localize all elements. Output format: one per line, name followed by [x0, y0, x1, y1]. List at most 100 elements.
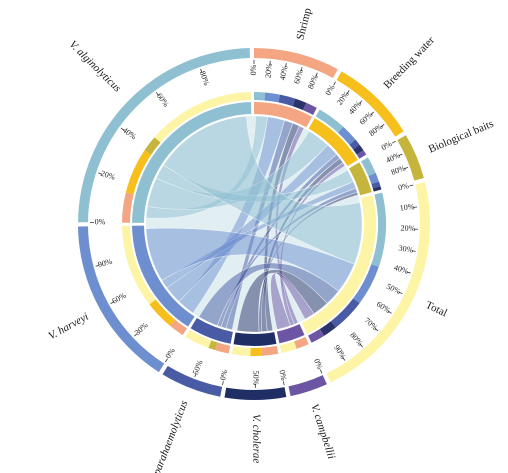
- outer-arc-breeding_water: [336, 71, 404, 137]
- tick-label-total-5: 50%: [385, 282, 402, 297]
- tick-mark-total-9: [342, 356, 346, 361]
- band-v_campbellii-1: [279, 341, 297, 354]
- tick-mark-v_harveyi-3: [95, 264, 100, 267]
- inner-arc-v_harveyi: [132, 225, 195, 327]
- band-biological_baits-1: [368, 172, 379, 185]
- tick-label-v_campbellii-0: 0%: [312, 357, 325, 371]
- tick-mark-shrimp-3: [300, 67, 303, 72]
- segment-label-v_campbellii: V. campbellii: [308, 402, 337, 460]
- tick-label-shrimp-4: 80%: [306, 73, 320, 90]
- band-biological_baits-2: [371, 181, 381, 189]
- band-breeding_water-3: [353, 144, 364, 155]
- tick-label-v_harveyi-1: 30%: [133, 320, 150, 337]
- tick-label-total-9: 90%: [332, 343, 348, 360]
- tick-label-v_harveyi-2: 60%: [110, 291, 127, 306]
- tick-label-shrimp-2: 40%: [278, 64, 290, 80]
- tick-mark-v_harveyi-2: [110, 301, 115, 304]
- tick-mark-v_harveyi-1: [134, 333, 138, 337]
- tick-mark-biological_baits-2: [404, 166, 409, 170]
- tick-label-total-8: 80%: [348, 331, 365, 348]
- tick-mark-total-0: [409, 184, 414, 187]
- tick-label-shrimp-0: 0%: [249, 64, 258, 75]
- inner-ring: [132, 102, 376, 346]
- tick-mark-breeding_water-0: [333, 81, 336, 86]
- segment-label-v_alginolyticus: V. alginolyticus: [67, 39, 124, 95]
- band-total-3: [319, 321, 336, 336]
- tick-label-v_alginolyticus-0: 0%: [95, 217, 106, 226]
- tick-label-v_alginolyticus-1: 20%: [100, 169, 117, 182]
- tick-label-total-2: 20%: [400, 224, 415, 233]
- tick-label-total-4: 40%: [393, 263, 410, 276]
- band-v_cholerae-1: [250, 347, 263, 356]
- inner-arc-breeding_water: [308, 118, 358, 167]
- band-shrimp-4: [303, 102, 317, 115]
- tick-label-v_harveyi-3: 90%: [97, 257, 114, 270]
- band-shrimp-3: [292, 98, 307, 111]
- band-v_alginolyticus-3: [154, 92, 251, 143]
- inner-arc-biological_baits: [348, 162, 372, 196]
- inner-arc-v_parahaemolyticus: [190, 317, 233, 344]
- band-v_alginolyticus-1: [125, 150, 152, 195]
- outer-ring: [78, 48, 431, 401]
- outer-arc-v_cholerae: [224, 387, 287, 401]
- band-v_parahaemolyticus-2: [185, 329, 212, 348]
- tick-label-breeding_water-4: 80%: [367, 122, 384, 138]
- tick-mark-v_parahaemolyticus-1: [194, 373, 197, 378]
- band-shrimp-0: [254, 92, 266, 101]
- tick-label-total-0: 0%: [397, 181, 410, 192]
- inner-arc-shrimp: [254, 102, 313, 128]
- band-v_cholerae-2: [231, 346, 251, 356]
- chord-link-biological_baits-v_cholerae: [258, 191, 359, 333]
- tick-label-v_parahaemolyticus-1: 50%: [191, 359, 205, 376]
- inner-arc-v_cholerae: [233, 332, 277, 346]
- tick-label-shrimp-1: 20%: [263, 63, 273, 79]
- outer-arc-v_harveyi: [78, 226, 165, 373]
- tick-label-breeding_water-0: 0%: [323, 83, 336, 97]
- segment-label-biological_baits: Biological baits: [427, 118, 496, 156]
- band-v_campbellii-0: [294, 336, 309, 349]
- tick-mark-total-6: [387, 310, 392, 314]
- band-total-4: [308, 329, 325, 343]
- band-shrimp-1: [264, 92, 281, 103]
- tick-mark-v_campbellii-0: [319, 369, 323, 374]
- inner-arc-v_alginolyticus: [132, 102, 252, 223]
- tick-label-total-1: 10%: [399, 202, 415, 213]
- band-total-2: [330, 298, 360, 328]
- band-v_alginolyticus-0: [122, 192, 134, 223]
- inner-arc-total: [301, 195, 376, 334]
- tick-label-total-6: 60%: [375, 300, 392, 316]
- segment-label-shrimp: Shrimp: [294, 6, 314, 41]
- tick-label-shrimp-3: 60%: [292, 68, 305, 85]
- tick-mark-breeding_water-2: [359, 100, 363, 104]
- segment-label-v_parahaemolyticus: V. parahaemolyticus: [147, 399, 191, 473]
- tick-mark-v_alginolyticus-3: [155, 92, 159, 96]
- tick-mark-v_cholerae-0: [283, 381, 285, 386]
- chord-links: [145, 115, 363, 333]
- tick-label-v_harveyi-0: 0%: [164, 346, 178, 360]
- band-v_parahaemolyticus-0: [215, 342, 231, 354]
- tick-mark-total-5: [398, 291, 403, 295]
- tick-mark-v_alginolyticus-1: [98, 172, 103, 175]
- outer-arc-v_campbellii: [288, 375, 327, 397]
- tick-label-v_alginolyticus-3: 60%: [155, 91, 171, 108]
- tick-mark-shrimp-2: [285, 63, 287, 68]
- segment-label-v_cholerae: V. cholerae: [250, 414, 262, 464]
- tick-mark-v_alginolyticus-2: [120, 127, 125, 131]
- tick-mark-biological_baits-1: [398, 153, 403, 157]
- tick-label-v_parahaemolyticus-0: 0%: [218, 369, 229, 382]
- outer-arc-v_parahaemolyticus: [162, 365, 223, 397]
- tick-label-v_cholerae-0: 0%: [278, 369, 289, 381]
- band-v_alginolyticus-2: [144, 137, 161, 155]
- tick-label-v_alginolyticus-2: 40%: [121, 125, 138, 141]
- band-v_harveyi-0: [170, 319, 187, 336]
- band-v_cholerae-0: [261, 345, 279, 356]
- band-biological_baits-0: [361, 157, 376, 177]
- tick-mark-total-7: [374, 328, 379, 332]
- band-breeding_water-1: [337, 126, 356, 145]
- tick-mark-v_harveyi-0: [165, 358, 168, 363]
- band-v_harveyi-2: [122, 225, 156, 305]
- tick-mark-total-3: [411, 250, 416, 252]
- inner-arc-v_campbellii: [276, 324, 305, 344]
- segment-label-breeding_water: Breeding water: [381, 34, 437, 91]
